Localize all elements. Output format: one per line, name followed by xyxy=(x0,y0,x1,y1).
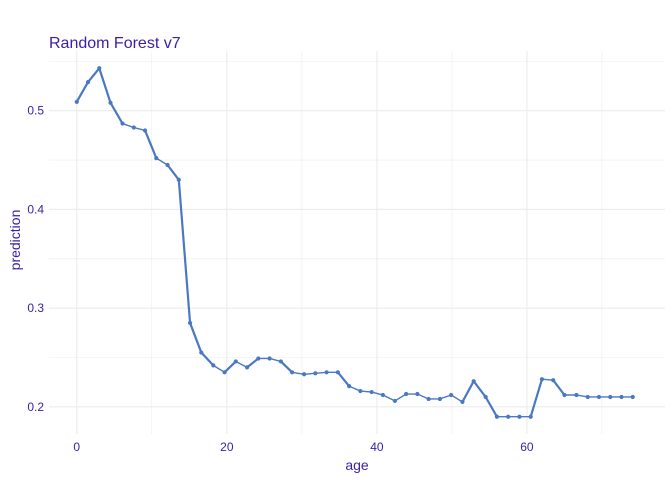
line-segment xyxy=(552,379,566,397)
data-point xyxy=(244,365,250,370)
y-tick-label: 0.4 xyxy=(27,202,44,216)
chart-title: Random Forest v7 xyxy=(49,35,181,52)
data-point xyxy=(74,99,79,104)
y-tick-label: 0.2 xyxy=(27,400,44,414)
data-point xyxy=(211,363,216,368)
data-point xyxy=(176,177,181,182)
major-gridlines xyxy=(49,51,665,434)
data-point xyxy=(233,359,238,364)
data-point xyxy=(460,399,465,405)
data-point xyxy=(404,391,409,397)
y-axis-label: prediction xyxy=(7,210,23,271)
data-point xyxy=(165,162,170,168)
line-segment xyxy=(472,380,487,399)
data-point xyxy=(585,394,590,400)
line-segment xyxy=(245,357,260,369)
data-point xyxy=(517,414,522,419)
data-point xyxy=(528,414,533,419)
data-point xyxy=(347,384,352,389)
line-segment xyxy=(200,351,215,367)
data-point xyxy=(267,356,272,361)
data-point xyxy=(222,370,227,375)
line-segment xyxy=(529,378,544,418)
x-axis-label: age xyxy=(345,457,369,473)
line-segment xyxy=(109,101,124,125)
data-point xyxy=(539,377,545,382)
data-point xyxy=(437,396,443,402)
data-point xyxy=(551,378,556,383)
line-segment xyxy=(336,371,351,388)
data-point xyxy=(97,66,102,71)
data-point xyxy=(199,350,204,355)
x-tick-labels: 0 20 40 60 xyxy=(73,440,534,454)
data-point xyxy=(131,125,136,130)
line-segment xyxy=(394,393,407,402)
data-point xyxy=(415,391,420,397)
line-segment xyxy=(223,360,237,374)
line-segment xyxy=(382,394,396,402)
data-point xyxy=(302,372,307,377)
data-point xyxy=(313,371,318,376)
data-point xyxy=(630,394,635,400)
series-points xyxy=(74,66,635,419)
data-point xyxy=(596,394,602,400)
data-point xyxy=(256,356,261,361)
line-segment xyxy=(155,157,169,166)
data-point xyxy=(142,128,148,133)
data-point xyxy=(335,370,340,375)
line-segment xyxy=(143,129,158,160)
data-point xyxy=(289,370,295,375)
y-tick-label: 0.3 xyxy=(27,301,44,315)
data-point xyxy=(494,414,500,419)
data-point xyxy=(619,394,624,400)
data-point xyxy=(187,320,193,326)
series-line xyxy=(75,67,634,418)
line-segment xyxy=(98,67,112,104)
data-point xyxy=(358,388,363,394)
y-tick-labels: 0.2 0.3 0.4 0.5 xyxy=(27,104,44,414)
line-segment xyxy=(212,364,226,374)
line-segment xyxy=(177,178,192,325)
data-point xyxy=(85,79,91,85)
line-segment xyxy=(279,360,294,374)
line-segment xyxy=(450,394,464,403)
data-point xyxy=(574,392,579,398)
data-point xyxy=(608,394,613,400)
x-tick-label: 20 xyxy=(220,440,234,454)
x-tick-label: 60 xyxy=(520,440,534,454)
data-point xyxy=(369,389,374,395)
data-point xyxy=(449,392,454,398)
data-point xyxy=(380,392,385,398)
data-point xyxy=(506,414,511,419)
line-segment xyxy=(86,67,101,84)
data-point xyxy=(108,100,113,105)
line-segment xyxy=(484,395,499,418)
data-point xyxy=(471,379,476,384)
y-tick-label: 0.5 xyxy=(27,104,44,118)
data-point xyxy=(483,394,488,400)
data-point xyxy=(392,398,397,404)
x-tick-label: 0 xyxy=(73,440,80,454)
x-tick-label: 40 xyxy=(370,440,384,454)
data-point xyxy=(324,370,329,375)
minor-gridlines xyxy=(49,51,665,434)
data-point xyxy=(278,359,283,364)
data-point xyxy=(562,392,567,398)
data-point xyxy=(154,156,159,161)
line-segment xyxy=(75,80,90,103)
line-segment xyxy=(235,360,248,369)
line-segment xyxy=(188,321,203,354)
line-segment xyxy=(166,163,180,181)
line-segment xyxy=(461,380,475,404)
data-point xyxy=(426,396,431,402)
data-point xyxy=(120,121,125,126)
